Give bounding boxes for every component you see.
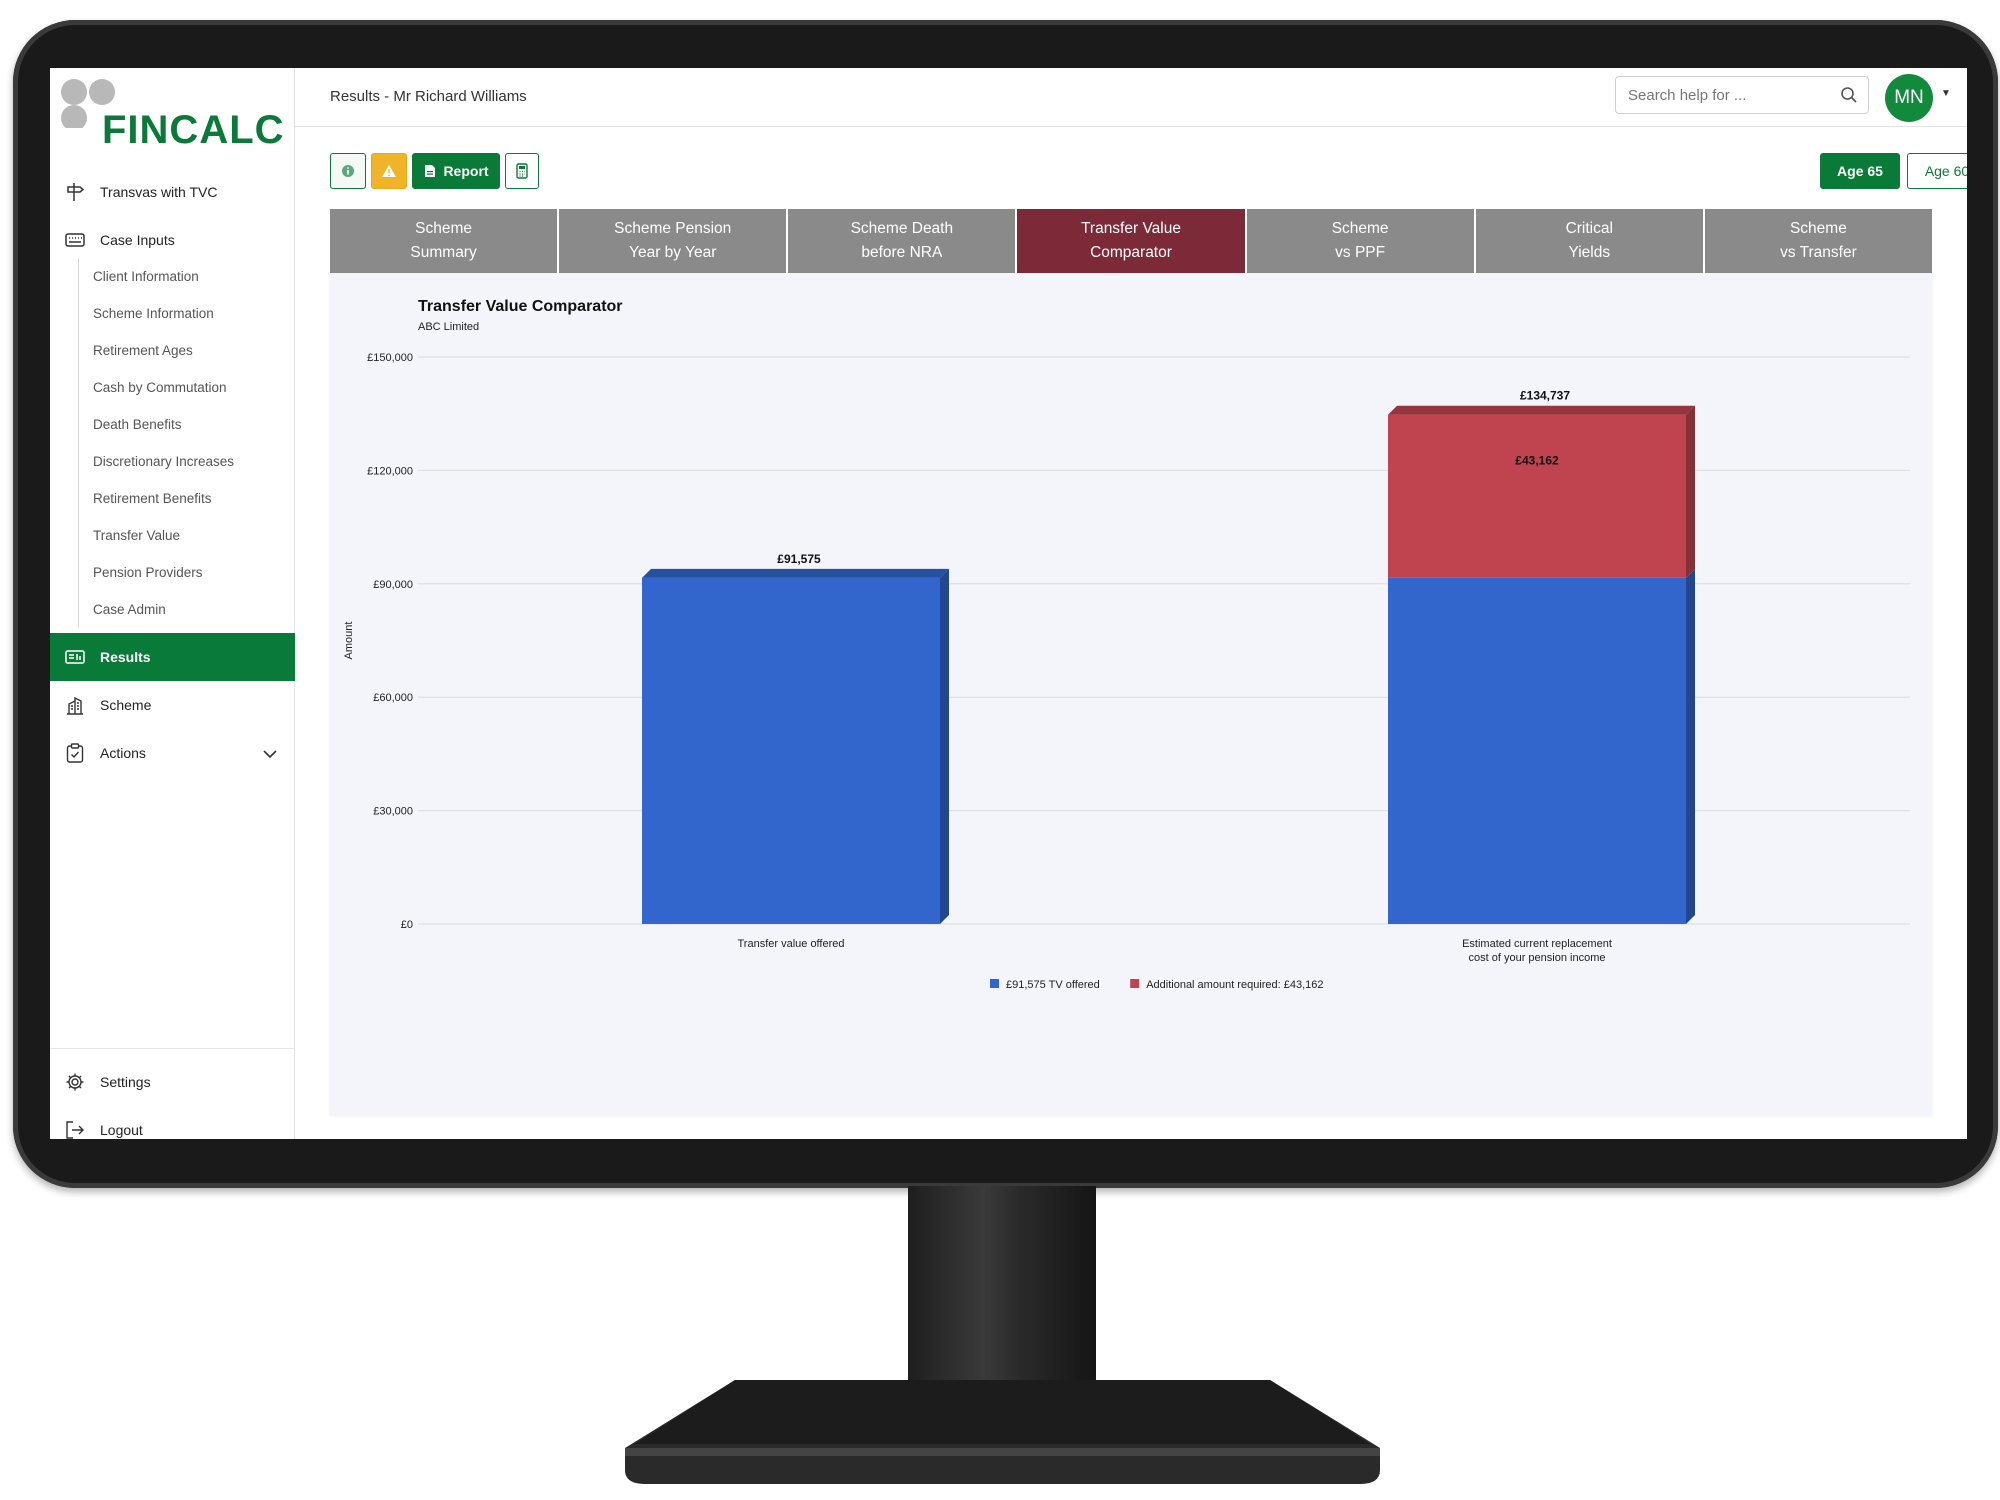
submenu-client-information[interactable]: Client Information — [93, 269, 199, 284]
submenu-scheme-information[interactable]: Scheme Information — [93, 306, 214, 321]
age-65-button[interactable]: Age 65 — [1820, 153, 1900, 189]
search-input[interactable] — [1628, 86, 1828, 104]
x-category-label: Transfer value offered — [737, 938, 844, 950]
sidebar-item-settings[interactable]: Settings — [50, 1058, 295, 1106]
logo-wordmark: FINCALC — [102, 108, 285, 152]
y-tick-label: £120,000 — [367, 465, 413, 477]
submenu-cash-by-commutation[interactable]: Cash by Commutation — [93, 380, 227, 395]
submenu-death-benefits[interactable]: Death Benefits — [93, 417, 182, 432]
submenu-retirement-ages[interactable]: Retirement Ages — [93, 343, 193, 358]
y-tick-label: £30,000 — [373, 806, 413, 818]
keyboard-icon — [64, 229, 86, 251]
bar-segment — [1388, 414, 1686, 578]
legend-entry: £91,575 TV offered — [1006, 979, 1100, 991]
logout-icon — [64, 1119, 86, 1139]
sidebar-item-scheme[interactable]: Scheme — [50, 681, 295, 729]
calculator-button[interactable] — [505, 153, 539, 189]
y-tick-label: £0 — [401, 919, 413, 931]
app-screen: FINCALC Transvas with TVC Case Inputs Cl… — [50, 68, 1967, 1139]
sidebar-item-label: Logout — [100, 1122, 143, 1138]
y-tick-label: £90,000 — [373, 579, 413, 591]
transfer-value-chart: Transfer Value Comparator ABC Limited £0 £3… — [343, 298, 1910, 991]
sidebar-item-transvas[interactable]: Transvas with TVC — [50, 168, 295, 216]
submenu-pension-providers[interactable]: Pension Providers — [93, 565, 203, 580]
x-category-label: Estimated current replacement — [1462, 938, 1612, 950]
search-icon[interactable] — [1840, 86, 1858, 109]
results-icon — [64, 646, 86, 668]
y-axis-label: Amount — [343, 622, 355, 660]
chart-subtitle: ABC Limited — [418, 321, 479, 333]
total-data-label: £134,737 — [1520, 389, 1570, 403]
bar-top-face — [642, 568, 949, 578]
tab-scheme-vs-ppf[interactable]: Scheme vs PPF — [1246, 209, 1474, 273]
tab-scheme-pension-year-by-year[interactable]: Scheme Pension Year by Year — [559, 209, 787, 273]
main-content: Report Age 65 Age 60 Scheme Summary Schem… — [295, 127, 1967, 1139]
legend-entry: Additional amount required: £43,162 — [1146, 979, 1323, 991]
fincalc-logo[interactable]: FINCALC — [60, 78, 290, 153]
results-tabs: Scheme Summary Scheme Pension Year by Year… — [330, 209, 1932, 273]
bar-top-face — [1388, 405, 1695, 415]
building-icon — [64, 694, 86, 716]
clipboard-check-icon — [64, 742, 86, 764]
segment-data-label: £43,162 — [1515, 453, 1559, 467]
y-tick-label: £150,000 — [367, 352, 413, 364]
sidebar-item-label: Scheme — [100, 697, 152, 713]
sidebar-item-results[interactable]: Results — [50, 633, 295, 681]
chart-panel: Transfer Value Comparator ABC Limited £0 £3… — [330, 273, 1932, 1115]
sidebar-divider — [50, 1048, 295, 1049]
tab-scheme-vs-transfer[interactable]: Scheme vs Transfer — [1704, 209, 1932, 273]
bar-segment — [642, 577, 940, 924]
sidebar-item-label: Results — [100, 649, 151, 665]
submenu-discretionary-increases[interactable]: Discretionary Increases — [93, 454, 235, 469]
submenu-retirement-benefits[interactable]: Retirement Benefits — [93, 491, 212, 506]
chevron-down-icon[interactable] — [263, 745, 277, 761]
submenu-case-admin[interactable]: Case Admin — [93, 602, 166, 617]
monitor-stand-base — [625, 1380, 1380, 1484]
tab-transfer-value-comparator[interactable]: Transfer Value Comparator — [1017, 209, 1245, 273]
info-button[interactable] — [330, 153, 366, 189]
bar-segment — [1388, 577, 1686, 924]
sidebar-item-label: Actions — [100, 745, 146, 761]
sidebar-item-logout[interactable]: Logout — [50, 1106, 295, 1139]
tab-critical-yields[interactable]: Critical Yields — [1475, 209, 1703, 273]
calculator-icon — [516, 163, 528, 179]
tab-scheme-death-before-nra[interactable]: Scheme Death before NRA — [788, 209, 1016, 273]
signpost-icon — [64, 181, 86, 203]
tab-scheme-summary[interactable]: Scheme Summary — [330, 209, 558, 273]
avatar[interactable]: MN — [1885, 74, 1933, 122]
caret-down-icon[interactable]: ▼ — [1941, 88, 1951, 99]
chart-title: Transfer Value Comparator — [418, 298, 623, 315]
warning-button[interactable] — [371, 153, 407, 189]
x-category-label-line2: cost of your pension income — [1469, 952, 1606, 964]
sidebar-item-label: Settings — [100, 1074, 151, 1090]
top-header: Results - Mr Richard Williams MN ▼ — [295, 68, 1967, 127]
page-title: Results - Mr Richard Williams — [330, 88, 527, 105]
sidebar-item-label: Transvas with TVC — [100, 184, 218, 200]
bar-side-face — [940, 568, 949, 924]
y-tick-label: £60,000 — [373, 692, 413, 704]
total-data-label: £91,575 — [777, 552, 821, 566]
help-search — [1615, 76, 1869, 114]
sidebar-item-case-inputs[interactable]: Case Inputs — [50, 216, 295, 264]
info-icon — [342, 165, 354, 177]
legend-swatch — [990, 979, 999, 988]
gear-icon — [64, 1071, 86, 1093]
warning-icon — [382, 165, 396, 177]
age-60-button[interactable]: Age 60 — [1907, 153, 1967, 189]
legend-swatch — [1130, 979, 1140, 988]
case-inputs-submenu: Client Information Scheme Information Re… — [78, 258, 288, 628]
sidebar-item-actions[interactable]: Actions — [50, 729, 295, 777]
sidebar: FINCALC Transvas with TVC Case Inputs Cl… — [50, 68, 295, 1139]
report-button-label: Report — [443, 163, 489, 179]
pdf-icon — [425, 165, 436, 177]
submenu-transfer-value[interactable]: Transfer Value — [93, 528, 181, 543]
clover-logo-icon — [61, 79, 115, 131]
report-button[interactable]: Report — [412, 153, 500, 189]
sidebar-item-label: Case Inputs — [100, 232, 175, 248]
bar-side-face — [1686, 405, 1695, 578]
bar-side-face — [1686, 568, 1695, 924]
